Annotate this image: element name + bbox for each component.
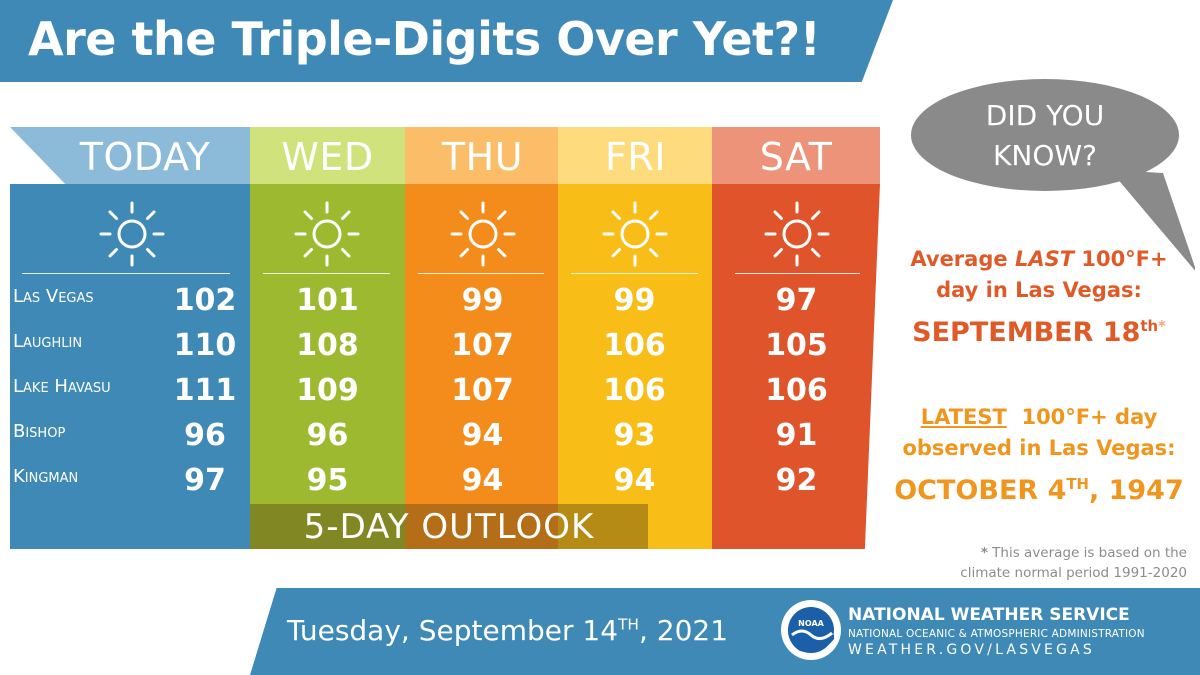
column-wed: WED	[250, 127, 405, 549]
column-thu: THU	[405, 127, 560, 549]
did-you-know-line2: KNOW?	[993, 139, 1097, 172]
temp-value: 97	[775, 283, 818, 318]
agency-name: NATIONAL WEATHER SERVICE	[848, 605, 1130, 625]
did-you-know-line1: DID YOU	[985, 99, 1105, 132]
column-body-sat	[712, 184, 880, 549]
sun-icon	[99, 201, 165, 267]
temp-value: 102	[173, 283, 237, 318]
column-fri: FRI	[558, 127, 713, 549]
temp-value: 106	[765, 373, 828, 408]
issue-date-year: , 2021	[639, 614, 729, 647]
sun-icon	[294, 201, 360, 267]
footnote-line2: climate normal period 1991-2020	[960, 565, 1187, 581]
temp-value: 107	[451, 328, 514, 363]
city-name: Lake Havasu	[13, 376, 111, 397]
day-header-sat: SAT	[712, 127, 880, 184]
sun-icon	[602, 201, 668, 267]
sun-icon	[764, 201, 830, 267]
temp-value: 107	[451, 373, 514, 408]
fact2-line2: observed in Las Vegas:	[902, 436, 1176, 460]
temp-value: 94	[613, 463, 656, 498]
fact2-year: , 1947	[1088, 475, 1184, 506]
fact1-date-sup: th	[1140, 317, 1159, 335]
divider	[735, 273, 860, 274]
noaa-logo-text: NOAA	[798, 619, 824, 628]
fact1-emph: LAST	[1014, 247, 1075, 271]
temp-value: 99	[613, 283, 656, 318]
did-you-know: DID YOU KNOW?	[945, 96, 1145, 176]
speech-bubble	[911, 79, 1195, 271]
temp-value: 93	[613, 418, 656, 453]
footer-banner	[250, 588, 1200, 675]
divider	[263, 273, 390, 274]
fact-latest: LATEST 100°F+ day observed in Las Vegas:…	[880, 402, 1198, 511]
temp-value: 96	[184, 418, 226, 453]
issue-date-sup: TH	[618, 615, 639, 634]
temp-value: 109	[296, 373, 359, 408]
day-header-fri: FRI	[558, 127, 713, 184]
issue-date: Tuesday, September 14TH, 2021	[287, 614, 728, 647]
temp-value: 95	[306, 463, 349, 498]
column-body-wed	[250, 184, 405, 549]
city-name: Las Vegas	[13, 286, 94, 307]
issue-date-main: Tuesday, September 14	[287, 614, 619, 647]
temp-value: 110	[173, 328, 237, 363]
city-name: Bishop	[13, 421, 66, 442]
temp-value: 94	[461, 418, 504, 453]
temp-value: 99	[461, 283, 504, 318]
fact1-asterisk: *	[1158, 317, 1166, 335]
temp-value: 94	[461, 463, 504, 498]
column-body-fri	[558, 184, 713, 549]
fact2-date: OCTOBER 4	[894, 475, 1067, 506]
city-name: Kingman	[13, 466, 79, 487]
temp-value: 101	[296, 283, 359, 318]
footnote-line1: This average is based on the	[992, 545, 1187, 561]
footnote-star: *	[980, 545, 988, 561]
outlook-label: 5-DAY OUTLOOK	[250, 504, 648, 549]
website-url[interactable]: WEATHER.GOV/LASVEGAS	[848, 642, 1096, 658]
temp-value: 106	[603, 328, 666, 363]
temp-value: 111	[173, 373, 237, 408]
fact1-prefix: Average	[910, 247, 1008, 271]
temp-value: 91	[775, 418, 818, 453]
fact2-date-sup: TH	[1066, 475, 1089, 493]
fact1-date: SEPTEMBER 18	[912, 317, 1141, 348]
temp-value: 97	[184, 463, 226, 498]
day-header-today: TODAY	[10, 127, 250, 184]
temp-value: 106	[603, 373, 666, 408]
fact2-emph: LATEST	[920, 405, 1007, 429]
temp-value: 105	[765, 328, 828, 363]
fact2-suffix: 100°F+ day	[1021, 405, 1158, 429]
parent-agency: NATIONAL OCEANIC & ATMOSPHERIC ADMINISTR…	[848, 628, 1145, 640]
column-sat: SAT	[712, 127, 880, 549]
fact1-suffix: 100°F+	[1081, 247, 1168, 271]
fact1-line2: day in Las Vegas:	[936, 278, 1142, 302]
city-name: Laughlin	[13, 331, 83, 352]
temp-value: 92	[775, 463, 818, 498]
page-title: Are the Triple-Digits Over Yet?!	[28, 12, 821, 66]
fact-average-last: Average LAST 100°F+ day in Las Vegas: SE…	[880, 244, 1198, 353]
column-body-today	[10, 184, 250, 549]
sun-icon	[450, 201, 516, 267]
temp-value: 108	[296, 328, 359, 363]
divider	[571, 273, 698, 274]
title-banner	[0, 0, 893, 82]
day-header-thu: THU	[405, 127, 560, 184]
divider	[418, 273, 544, 274]
noaa-logo: NOAA	[781, 600, 841, 660]
footnote: * This average is based on the climate n…	[900, 543, 1187, 583]
divider	[22, 273, 230, 274]
day-header-wed: WED	[250, 127, 405, 184]
column-today: TODAY	[10, 127, 250, 549]
column-body-thu	[405, 184, 560, 549]
temp-value: 96	[306, 418, 349, 453]
